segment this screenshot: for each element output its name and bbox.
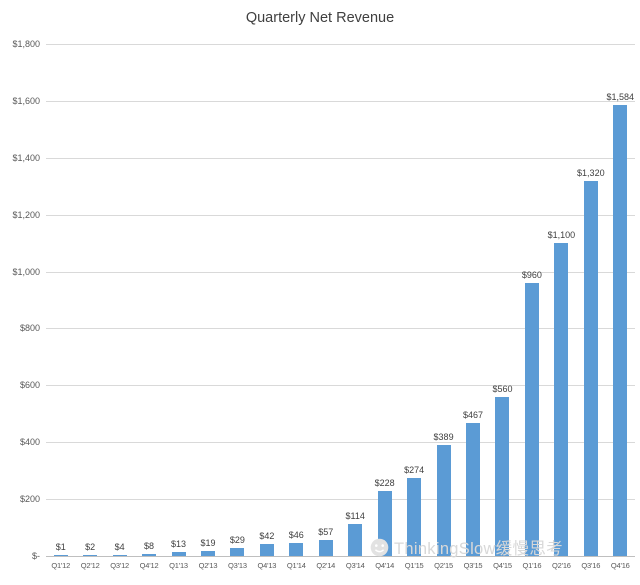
bar (466, 423, 481, 556)
y-axis-tick-label: $1,200 (12, 209, 40, 220)
bar-value-label: $114 (345, 510, 365, 521)
gridline (46, 328, 635, 330)
x-axis-tick-label: Q3'16 (581, 561, 601, 570)
bar (230, 547, 245, 556)
bar (583, 180, 598, 556)
y-axis-tick-label: $200 (19, 494, 40, 505)
x-axis-tick-label: Q3'14 (345, 561, 365, 570)
x-axis-tick-label: Q1'13 (169, 561, 188, 570)
bar-value-label: $960 (521, 269, 542, 280)
bar-value-label: $19 (200, 537, 216, 548)
x-axis-tick-label: Q2'13 (198, 561, 218, 570)
bar (554, 243, 569, 556)
gridline (46, 499, 635, 501)
bar-value-label: $29 (229, 534, 245, 545)
bar (83, 555, 98, 556)
smiley-face-icon (370, 538, 389, 556)
y-axis-tick-label: $600 (19, 380, 40, 391)
x-axis-tick-label: Q2'16 (551, 561, 571, 570)
bar-value-label: $57 (318, 526, 334, 537)
x-axis-tick-label: Q1'15 (404, 561, 424, 570)
bar-value-label: $8 (144, 540, 155, 551)
bar (348, 523, 363, 556)
x-axis-tick-label: Q2'15 (434, 561, 453, 570)
x-axis-tick-label: Q2'14 (316, 561, 336, 570)
watermark-text: ThinkingSlow缓慢思考 (394, 540, 563, 558)
x-axis-tick-label: Q2'12 (80, 561, 100, 570)
bar (112, 554, 127, 556)
gridline (46, 442, 635, 444)
x-axis-tick-label: Q1'14 (286, 561, 306, 570)
bar-value-label: $560 (492, 383, 513, 394)
x-axis-tick-label: Q4'12 (139, 561, 159, 570)
x-axis-tick-label: Q4'16 (610, 561, 630, 570)
x-axis-tick-label: Q3'13 (228, 561, 247, 570)
bar-value-label: $4 (114, 541, 125, 552)
bar-value-label: $1 (55, 542, 66, 552)
x-axis-tick-label: Q3'12 (110, 561, 130, 570)
bar-value-label: $13 (171, 539, 187, 550)
watermark: ThinkingSlow缓慢思考 (370, 535, 563, 559)
x-axis-line (46, 556, 635, 557)
x-axis-tick-label: Q1'16 (522, 561, 542, 570)
bar-value-label: $467 (463, 410, 484, 421)
bar (407, 478, 422, 556)
x-axis-tick-label: Q4'13 (257, 561, 277, 570)
bar (495, 396, 510, 556)
x-axis-tick-label: Q4'14 (375, 561, 395, 570)
y-axis-tick-label: $400 (19, 437, 40, 448)
bar-value-label: $1,320 (577, 167, 605, 178)
bar (524, 282, 539, 556)
y-axis-tick-label: $1,800 (12, 39, 40, 49)
gridline (46, 100, 635, 102)
gridline (46, 385, 635, 387)
gridline (46, 214, 635, 216)
gridline (46, 44, 635, 45)
bar (259, 544, 274, 556)
y-axis-tick-label: $1,400 (12, 152, 40, 163)
bar (318, 539, 333, 556)
bar (53, 555, 68, 556)
bar-value-label: $1,100 (547, 230, 576, 241)
bar (613, 105, 628, 556)
bar-value-label: $274 (404, 465, 425, 476)
y-axis-tick-label: $1,000 (12, 266, 40, 277)
gridline (46, 271, 635, 273)
bar (171, 552, 186, 556)
x-axis-tick-label: Q4'15 (493, 561, 512, 570)
y-axis-tick-label: $800 (19, 323, 40, 334)
y-axis-tick-label: $1,600 (12, 95, 40, 106)
x-axis-tick-label: Q1'12 (51, 561, 71, 570)
bar (142, 553, 157, 556)
bar-value-label: $1,584 (606, 92, 635, 103)
bar-value-label: $2 (85, 542, 96, 552)
bar (200, 550, 215, 556)
bar-value-label: $46 (288, 529, 304, 540)
bar-value-label: $389 (433, 432, 454, 443)
gridline (46, 157, 635, 159)
bar-value-label: $228 (374, 478, 395, 489)
bar (436, 445, 451, 556)
bar (289, 542, 304, 556)
bar-value-label: $42 (259, 531, 275, 542)
y-axis-tick-label: $- (31, 551, 40, 561)
x-axis-tick-label: Q3'15 (463, 561, 483, 570)
chart-title: Quarterly Net Revenue (245, 10, 395, 26)
